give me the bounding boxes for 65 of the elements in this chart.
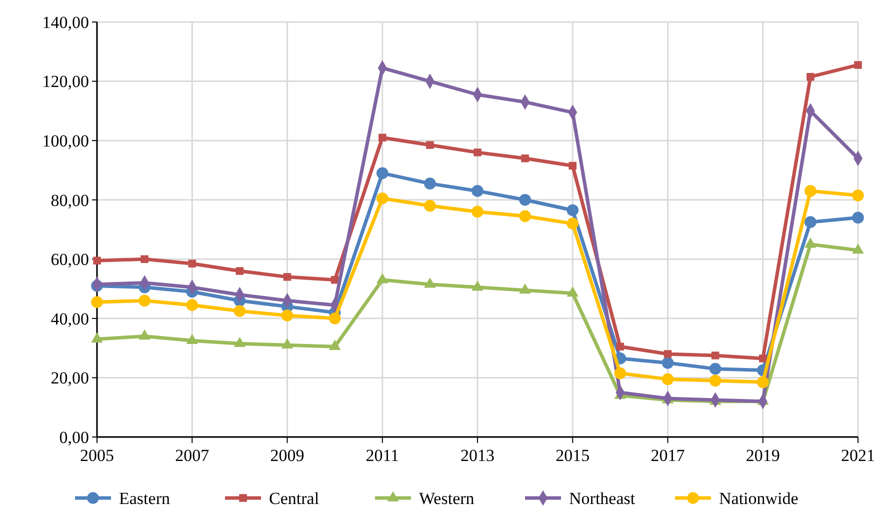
point bbox=[424, 178, 436, 190]
point bbox=[236, 267, 244, 275]
point bbox=[93, 256, 101, 264]
point bbox=[472, 206, 484, 218]
y-tick-label: 40,00 bbox=[50, 309, 89, 328]
point bbox=[664, 350, 672, 358]
point bbox=[376, 167, 388, 180]
point bbox=[662, 356, 674, 369]
x-tick-label: 2005 bbox=[80, 446, 114, 465]
y-tick-label: 0,00 bbox=[59, 428, 89, 447]
point bbox=[378, 134, 386, 142]
x-tick-label: 2007 bbox=[175, 446, 210, 465]
legend-label: Central bbox=[269, 488, 320, 508]
point bbox=[328, 312, 341, 324]
point bbox=[711, 352, 720, 360]
point bbox=[662, 373, 674, 386]
point bbox=[424, 200, 436, 212]
point bbox=[376, 192, 388, 204]
point bbox=[186, 299, 198, 311]
point bbox=[568, 162, 576, 170]
x-tick-label: 2009 bbox=[270, 446, 304, 465]
point bbox=[709, 374, 722, 387]
point bbox=[566, 204, 579, 216]
point bbox=[188, 260, 196, 268]
point bbox=[426, 141, 434, 149]
point bbox=[852, 212, 864, 224]
y-tick-label: 140,00 bbox=[42, 12, 89, 32]
point bbox=[519, 194, 531, 206]
point bbox=[616, 342, 624, 350]
point bbox=[852, 190, 864, 202]
legend-label: Northeast bbox=[569, 488, 636, 508]
y-tick-label: 60,00 bbox=[50, 250, 89, 270]
point bbox=[234, 305, 246, 317]
point bbox=[759, 354, 767, 362]
point bbox=[804, 216, 816, 228]
point bbox=[472, 185, 484, 197]
point bbox=[138, 294, 150, 307]
y-tick-label: 100,00 bbox=[42, 132, 89, 151]
point bbox=[709, 362, 722, 375]
point bbox=[806, 72, 814, 81]
point bbox=[281, 310, 294, 322]
point bbox=[91, 296, 103, 308]
y-tick-label: 20,00 bbox=[50, 368, 89, 388]
y-tick-label: 120,00 bbox=[42, 72, 89, 92]
point bbox=[756, 376, 769, 388]
x-tick-label: 2011 bbox=[366, 446, 400, 465]
point bbox=[330, 276, 339, 284]
y-tick-label: 80,00 bbox=[50, 190, 89, 210]
point bbox=[854, 61, 862, 69]
x-tick-label: 2013 bbox=[460, 446, 494, 465]
point bbox=[566, 218, 579, 230]
x-tick-label: 2017 bbox=[650, 446, 686, 465]
legend-label: Eastern bbox=[119, 488, 170, 508]
point bbox=[140, 255, 148, 264]
point bbox=[614, 367, 626, 380]
legend-label: Nationwide bbox=[719, 488, 798, 508]
point bbox=[283, 273, 292, 281]
point bbox=[521, 154, 529, 162]
point bbox=[804, 185, 816, 197]
point bbox=[474, 148, 482, 156]
x-tick-label: 2019 bbox=[746, 446, 780, 465]
x-tick-label: 2021 bbox=[841, 446, 875, 465]
x-tick-label: 2015 bbox=[556, 446, 590, 465]
legend-label: Western bbox=[419, 488, 475, 508]
point bbox=[519, 210, 531, 222]
